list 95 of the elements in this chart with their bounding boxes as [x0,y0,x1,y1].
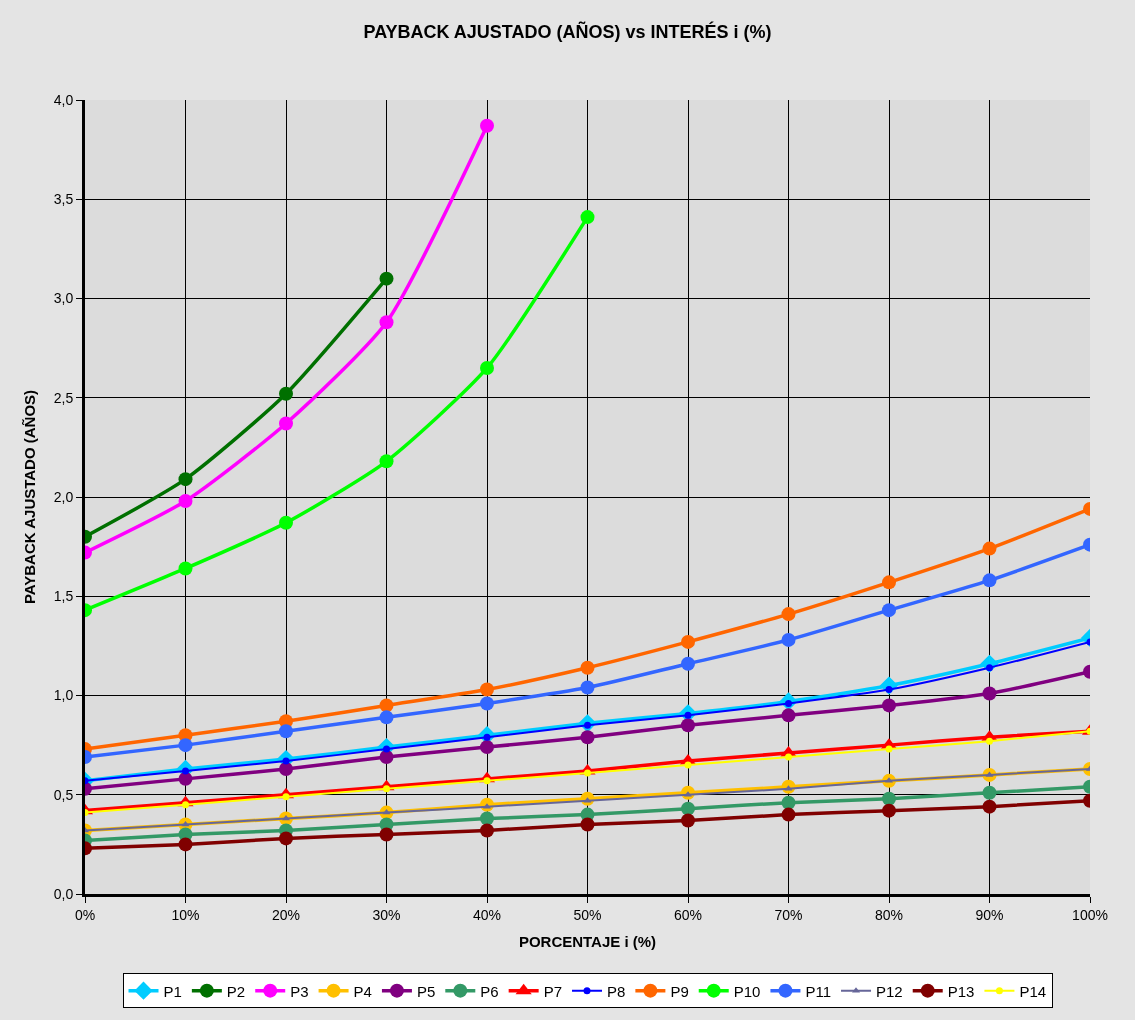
legend-label: P9 [670,982,689,1000]
legend-label: P6 [480,982,499,1000]
point [379,750,394,765]
legend-label: P2 [226,982,246,1000]
point [882,575,896,590]
point [885,686,893,694]
y-tick-label: 3,5 [53,191,74,208]
point [986,737,993,745]
x-tick-label: 0% [74,906,96,923]
y-tick-label: 2,0 [53,488,74,505]
x-tick-label: 100% [1072,906,1108,923]
point [379,698,394,713]
point [279,386,293,401]
x-tick-label: 40% [472,906,502,923]
y-axis-title: PAYBACK AJUSTADO (AÑOS) [20,389,38,605]
x-tick-label: 20% [271,906,301,923]
point [178,837,193,852]
point [178,472,193,487]
x-tick-label: 10% [171,906,200,923]
point [781,632,796,647]
point [580,680,595,695]
legend-label: P13 [947,982,975,1000]
point [279,831,293,846]
legend-label: P5 [416,982,436,1000]
point [279,515,293,530]
chart-title: PAYBACK AJUSTADO (AÑOS) vs INTERÉS i (%) [363,21,772,43]
point [982,541,997,556]
y-tick-label: 4,0 [53,91,74,108]
x-tick-label: 50% [573,906,602,923]
point [882,698,896,713]
x-tick-label: 90% [975,906,1004,923]
point [279,761,293,776]
point [982,799,997,814]
point [379,315,394,330]
point [681,718,695,733]
point [178,561,193,576]
point [681,634,695,649]
point [379,827,394,842]
point [986,664,993,672]
x-axis-title: PORCENTAJE i (%) [518,932,657,950]
y-tick-label: 2,5 [53,389,74,406]
legend-label: P12 [876,982,903,1000]
point [681,801,695,816]
point [781,795,796,810]
point [279,724,293,739]
point [681,656,695,671]
point [882,791,896,806]
point [178,493,193,508]
point [480,811,494,826]
legend-label: P14 [1019,982,1047,1000]
point [684,761,692,769]
point [182,767,189,775]
point [580,210,595,225]
y-tick-label: 3,0 [53,290,74,307]
point [480,360,494,375]
legend-label: P3 [290,982,309,1000]
point [279,416,293,431]
point [882,803,896,818]
y-tick-label: 1,0 [53,687,74,704]
point [580,660,595,675]
point [178,738,193,753]
y-tick-label: 0,5 [53,786,74,803]
point [781,708,796,723]
legend-label: P1 [163,982,182,1000]
point [885,745,893,753]
point [379,454,394,469]
point [480,823,494,838]
point [785,753,792,761]
point [379,710,394,725]
x-tick-label: 30% [372,906,401,923]
point [681,813,695,828]
legend-label: P4 [353,982,372,1000]
x-tick-label: 60% [673,906,703,923]
point [580,730,595,745]
point [178,771,193,786]
point [480,740,494,755]
point [580,817,595,832]
point [982,785,997,800]
legend-label: P7 [543,982,563,1000]
legend-label: P8 [607,982,626,1000]
point [882,603,896,618]
point [982,573,997,588]
point [480,118,494,133]
point [480,682,494,697]
y-tick-label: 0,0 [53,885,74,902]
point [982,686,997,701]
x-tick-label: 70% [774,906,803,923]
point [480,696,494,711]
point [781,607,796,622]
point [379,271,394,286]
x-tick-label: 80% [874,906,904,923]
y-tick-label: 1,5 [53,588,74,605]
point [781,807,796,822]
legend-label: P11 [805,982,832,1000]
legend-label: P10 [733,982,761,1000]
